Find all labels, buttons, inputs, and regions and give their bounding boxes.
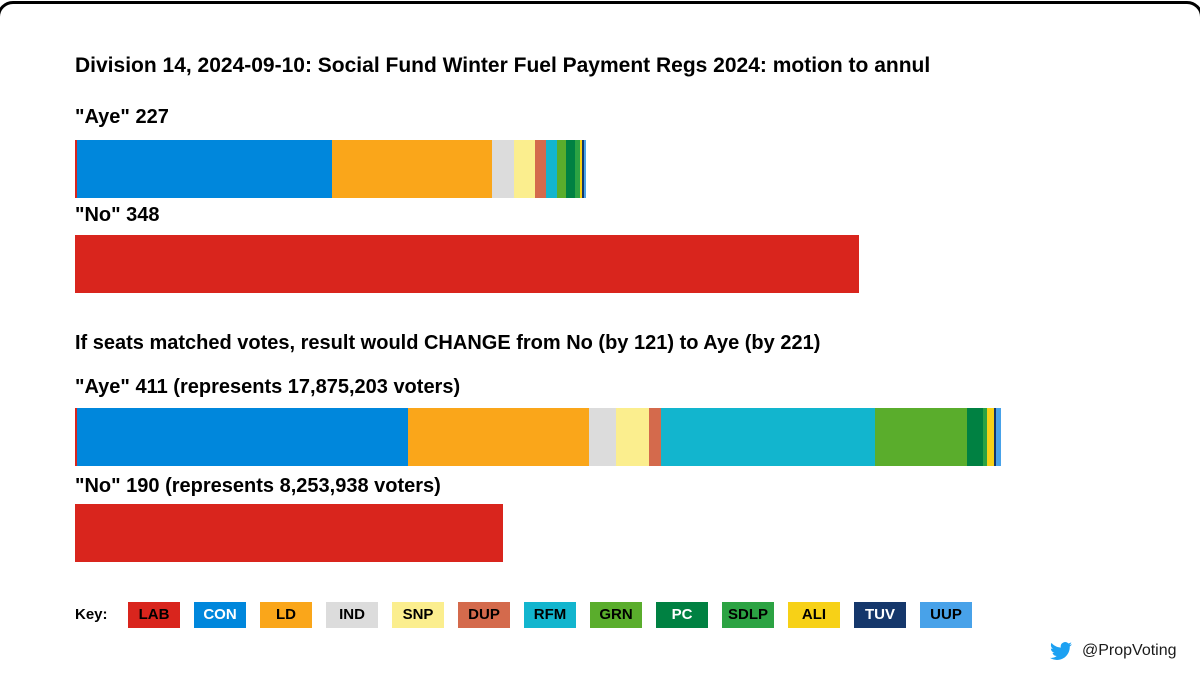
bar-segment-grn [874, 408, 968, 466]
bar-label-aye-proportional: "Aye" 411 (represents 17,875,203 voters) [75, 376, 461, 398]
bar-segment-lab [75, 140, 78, 198]
bar-segment-lab [75, 408, 78, 466]
legend-badge-con: CON [194, 602, 246, 628]
legend-label: Key: [75, 606, 108, 623]
bar-segment-rfm [545, 140, 558, 198]
chart-title: Division 14, 2024-09-10: Social Fund Win… [75, 54, 931, 77]
bar-segment-tuv [994, 408, 997, 466]
bar-no-proportional [75, 504, 503, 562]
bar-segment-lab [75, 504, 503, 562]
bar-segment-sdlp [982, 408, 988, 466]
legend-badge-grn: GRN [590, 602, 642, 628]
legend-badge-ind: IND [326, 602, 378, 628]
twitter-bird-icon [1050, 642, 1072, 660]
bar-segment-ali [579, 140, 582, 198]
legend-badge-tuv: TUV [854, 602, 906, 628]
bar-segment-tuv [581, 140, 585, 198]
bar-segment-ld [331, 140, 492, 198]
bar-label-no-proportional: "No" 190 (represents 8,253,938 voters) [75, 475, 441, 497]
legend-badge-ali: ALI [788, 602, 840, 628]
legend-badge-ld: LD [260, 602, 312, 628]
legend-badge-pc: PC [656, 602, 708, 628]
bar-segment-dup [649, 408, 661, 466]
bar-segment-snp [615, 408, 650, 466]
bar-segment-uup [584, 140, 587, 198]
bar-segment-ld [408, 408, 589, 466]
bar-segment-pc [566, 140, 576, 198]
legend-badge-snp: SNP [392, 602, 444, 628]
bar-segment-dup [534, 140, 546, 198]
legend-badge-dup: DUP [458, 602, 510, 628]
bar-segment-ali [987, 408, 995, 466]
bar-segment-ind [491, 140, 515, 198]
attribution: @PropVoting [1048, 637, 1177, 665]
bar-segment-con [77, 408, 409, 466]
legend-badge-uup: UUP [920, 602, 972, 628]
twitter-handle: @PropVoting [1082, 642, 1177, 659]
legend-badge-sdlp: SDLP [722, 602, 774, 628]
bar-aye-proportional [75, 408, 1001, 466]
bar-segment-lab [75, 235, 859, 293]
bar-segment-con [77, 140, 332, 198]
bar-aye-actual [75, 140, 587, 198]
bar-segment-uup [996, 408, 1001, 466]
bar-no-actual [75, 235, 859, 293]
bar-segment-sdlp [575, 140, 580, 198]
bar-segment-rfm [660, 408, 875, 466]
bar-segment-ind [588, 408, 616, 466]
bar-label-no-actual: "No" 348 [75, 204, 160, 226]
legend-badge-rfm: RFM [524, 602, 576, 628]
bar-segment-pc [967, 408, 983, 466]
legend-badge-lab: LAB [128, 602, 180, 628]
bar-segment-grn [557, 140, 567, 198]
bar-segment-snp [514, 140, 535, 198]
bar-label-aye-actual: "Aye" 227 [75, 106, 169, 128]
hypothetical-note: If seats matched votes, result would CHA… [75, 332, 821, 354]
